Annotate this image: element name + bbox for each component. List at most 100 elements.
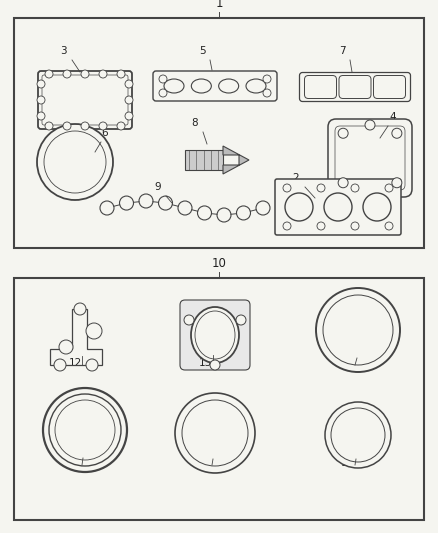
- Circle shape: [54, 359, 66, 371]
- Circle shape: [324, 193, 352, 221]
- FancyBboxPatch shape: [153, 71, 277, 101]
- Circle shape: [63, 122, 71, 130]
- Text: 16: 16: [198, 458, 211, 468]
- Circle shape: [59, 340, 73, 354]
- Polygon shape: [223, 146, 249, 174]
- FancyBboxPatch shape: [300, 72, 410, 101]
- Circle shape: [100, 201, 114, 215]
- Ellipse shape: [164, 79, 184, 93]
- Circle shape: [392, 177, 402, 188]
- Text: 6: 6: [102, 128, 108, 138]
- Text: 11: 11: [340, 458, 353, 468]
- Circle shape: [385, 222, 393, 230]
- Circle shape: [182, 400, 248, 466]
- Circle shape: [139, 194, 153, 208]
- FancyBboxPatch shape: [339, 76, 371, 99]
- Text: 8: 8: [192, 118, 198, 128]
- Circle shape: [175, 393, 255, 473]
- Circle shape: [159, 196, 173, 210]
- Circle shape: [323, 295, 393, 365]
- Circle shape: [81, 122, 89, 130]
- Circle shape: [317, 184, 325, 192]
- Circle shape: [99, 122, 107, 130]
- Text: 2: 2: [293, 173, 299, 183]
- Circle shape: [178, 201, 192, 215]
- FancyBboxPatch shape: [275, 179, 401, 235]
- Circle shape: [49, 394, 121, 466]
- Circle shape: [86, 323, 102, 339]
- Circle shape: [237, 206, 251, 220]
- Circle shape: [316, 288, 400, 372]
- Circle shape: [159, 89, 167, 97]
- Circle shape: [159, 75, 167, 83]
- Circle shape: [285, 193, 313, 221]
- FancyBboxPatch shape: [304, 76, 336, 99]
- Text: 10: 10: [212, 257, 226, 270]
- Ellipse shape: [219, 79, 239, 93]
- Circle shape: [45, 122, 53, 130]
- Circle shape: [385, 184, 393, 192]
- Text: 1: 1: [215, 0, 223, 10]
- Circle shape: [63, 70, 71, 78]
- Circle shape: [283, 222, 291, 230]
- Text: 14: 14: [340, 358, 353, 368]
- Text: 5: 5: [199, 46, 205, 56]
- Circle shape: [365, 120, 375, 130]
- Circle shape: [338, 128, 348, 138]
- FancyBboxPatch shape: [374, 76, 406, 99]
- Ellipse shape: [195, 311, 235, 359]
- Text: 13: 13: [198, 358, 212, 368]
- Text: 3: 3: [60, 46, 66, 56]
- Circle shape: [55, 400, 115, 460]
- FancyBboxPatch shape: [328, 119, 412, 197]
- Text: 9: 9: [155, 182, 161, 192]
- Text: 7: 7: [339, 46, 345, 56]
- Circle shape: [217, 208, 231, 222]
- Circle shape: [117, 122, 125, 130]
- Circle shape: [317, 222, 325, 230]
- Circle shape: [184, 315, 194, 325]
- FancyBboxPatch shape: [38, 71, 132, 129]
- Bar: [14, 18, 424, 248]
- Circle shape: [37, 112, 45, 120]
- FancyBboxPatch shape: [180, 300, 250, 370]
- Bar: [185, 150, 223, 170]
- Circle shape: [263, 75, 271, 83]
- Circle shape: [125, 112, 133, 120]
- Circle shape: [37, 96, 45, 104]
- Circle shape: [263, 89, 271, 97]
- Circle shape: [392, 128, 402, 138]
- Bar: [14, 278, 424, 520]
- Circle shape: [120, 196, 134, 210]
- Circle shape: [363, 193, 391, 221]
- Text: 15: 15: [67, 458, 81, 468]
- Circle shape: [45, 70, 53, 78]
- Circle shape: [37, 80, 45, 88]
- Circle shape: [351, 222, 359, 230]
- Circle shape: [198, 206, 212, 220]
- Circle shape: [125, 80, 133, 88]
- Circle shape: [81, 70, 89, 78]
- Text: 4: 4: [390, 112, 396, 122]
- Circle shape: [283, 184, 291, 192]
- Circle shape: [331, 408, 385, 462]
- Circle shape: [325, 402, 391, 468]
- Circle shape: [210, 360, 220, 370]
- Circle shape: [117, 70, 125, 78]
- Circle shape: [99, 70, 107, 78]
- Circle shape: [338, 177, 348, 188]
- FancyBboxPatch shape: [335, 126, 405, 190]
- Ellipse shape: [246, 79, 266, 93]
- Circle shape: [351, 184, 359, 192]
- Ellipse shape: [191, 307, 239, 363]
- Circle shape: [44, 131, 106, 193]
- Circle shape: [256, 201, 270, 215]
- Circle shape: [125, 96, 133, 104]
- Circle shape: [37, 124, 113, 200]
- Circle shape: [43, 388, 127, 472]
- Text: 12: 12: [68, 358, 81, 368]
- Circle shape: [236, 315, 246, 325]
- Circle shape: [74, 303, 86, 315]
- Ellipse shape: [191, 79, 211, 93]
- Circle shape: [86, 359, 98, 371]
